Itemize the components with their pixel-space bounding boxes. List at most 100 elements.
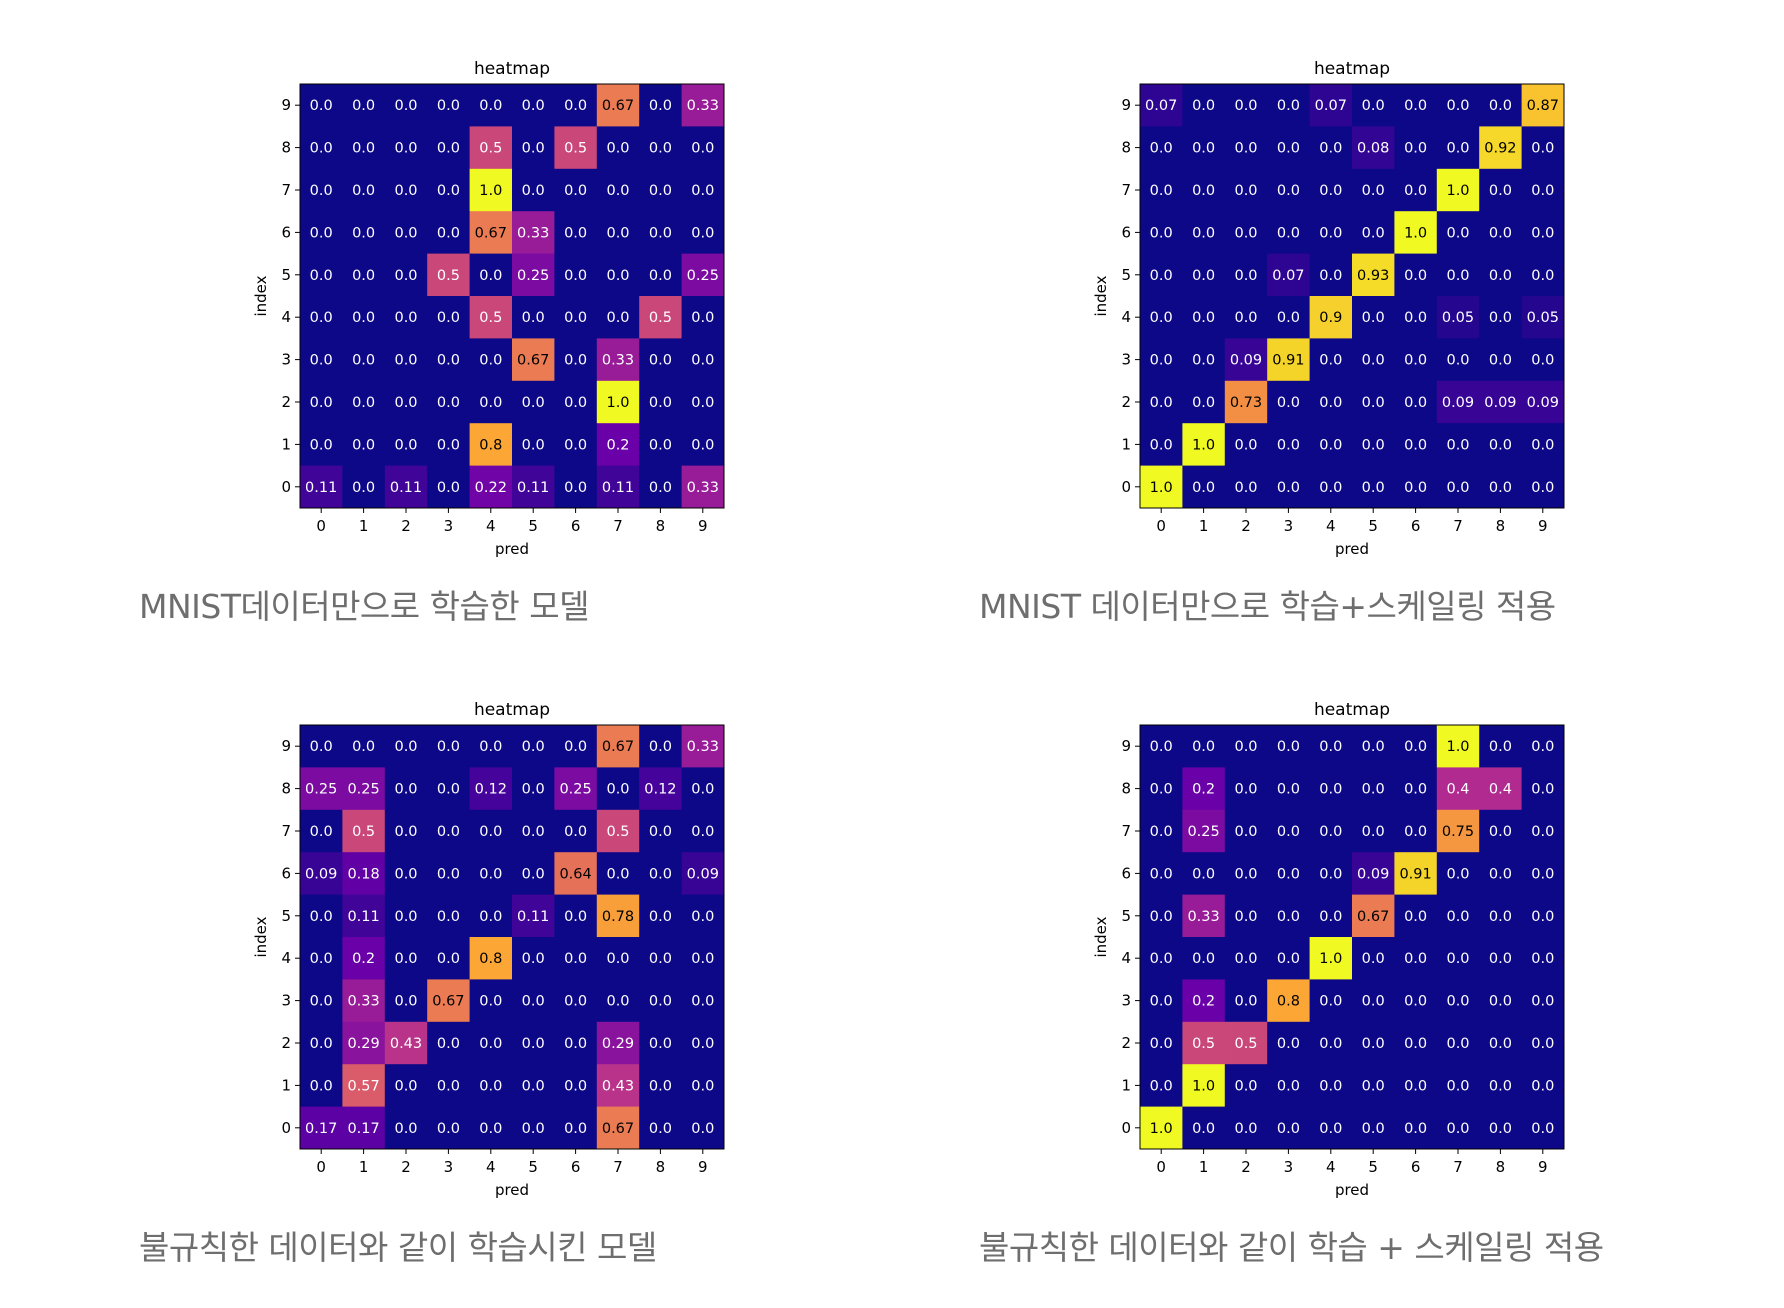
cell-value-label: 0.0 [310,353,333,369]
heatmap-cell [1309,465,1353,509]
heatmap-cell [1140,168,1183,212]
heatmap-cell [427,423,470,466]
heatmap-cell [469,1106,513,1150]
heatmap-cell [512,168,555,212]
heatmap-cell [1309,338,1353,382]
heatmap-cell [1352,979,1395,1023]
heatmap-cell [1140,725,1183,768]
heatmap-cell [384,168,428,212]
heatmap-cell [342,852,386,895]
heatmap-cell [639,126,682,170]
heatmap-cell [300,296,343,339]
cell-value-label: 0.0 [1531,1121,1554,1137]
cell-value-label: 0.0 [691,782,714,798]
heatmap-cell [427,979,470,1023]
heatmap-cell [1309,168,1353,212]
heatmap-cell [1394,211,1438,254]
heatmap-cell [596,1021,640,1065]
y-axis-label: index [1092,275,1110,316]
heatmap-cell [1267,979,1310,1023]
cell-value-label: 0.0 [1277,1036,1300,1052]
cell-value-label: 0.0 [1277,782,1300,798]
heatmap-cell [639,979,682,1023]
cell-value-label: 0.0 [1362,994,1385,1010]
cell-value-label: 0.4 [1489,782,1512,798]
cell-value-label: 0.0 [522,782,545,798]
cell-value-label: 0.0 [649,183,672,199]
heatmap-cell [1140,894,1183,938]
cell-value-label: 0.0 [1404,141,1427,157]
cell-value-label: 0.0 [691,951,714,967]
cell-value-label: 0.09 [1442,395,1474,411]
cell-value-label: 0.0 [649,353,672,369]
cell-value-label: 0.0 [1362,98,1385,114]
heatmap-cell [1479,809,1522,853]
heatmap-cell [512,296,555,339]
cell-value-label: 0.0 [1150,310,1173,326]
heatmap-cell [1267,253,1310,297]
cell-value-label: 0.0 [691,310,714,326]
heatmap-cell [1182,937,1226,980]
heatmap-cell [1479,465,1522,509]
heatmap-cell [1521,296,1565,339]
cell-value-label: 0.0 [1319,268,1342,284]
cell-value-label: 0.0 [1319,141,1342,157]
cell-value-label: 0.0 [1319,866,1342,882]
cell-value-label: 0.0 [352,98,375,114]
heatmap-cell [596,809,640,853]
heatmap-cell [1352,338,1395,382]
cell-value-label: 0.11 [390,480,422,496]
heatmap-cell [512,852,555,895]
heatmap-cell [1436,380,1480,424]
x-axis-label: pred [1335,540,1369,558]
heatmap-cell [384,767,428,811]
cell-value-label: 0.0 [1446,225,1469,241]
heatmap-cell [300,168,343,212]
x-tick-label: 7 [613,1158,623,1176]
heatmap-cell [1521,979,1565,1023]
cell-value-label: 1.0 [1150,1121,1173,1137]
cell-value-label: 0.0 [649,225,672,241]
cell-value-label: 0.25 [687,268,719,284]
x-tick-label: 2 [1241,517,1251,535]
heatmap-cell [512,84,555,127]
heatmap-cell [384,465,428,509]
heatmap-cell [1394,423,1438,466]
cell-value-label: 0.0 [1362,395,1385,411]
y-tick-label: 0 [1121,478,1131,496]
cell-value-label: 0.0 [691,183,714,199]
x-tick-label: 3 [1284,517,1294,535]
heatmap-cell [1352,211,1395,254]
heatmap-cell [1140,84,1183,127]
heatmap-cell [469,84,513,127]
y-tick-label: 1 [281,435,291,453]
heatmap-cell [342,767,386,811]
cell-value-label: 0.0 [1150,782,1173,798]
heatmap-cell [1394,894,1438,938]
cell-value-label: 0.0 [310,183,333,199]
heatmap-cell [342,84,386,127]
heatmap-cell [1479,1064,1522,1107]
cell-value-label: 0.0 [691,437,714,453]
cell-value-label: 0.11 [602,480,634,496]
heatmap-cell [1267,380,1310,424]
cell-value-label: 0.0 [310,739,333,755]
heatmap-cell [596,852,640,895]
y-tick-label: 2 [281,393,291,411]
heatmap-cell [1394,253,1438,297]
heatmap-cell [554,126,598,170]
heatmap-cell [300,809,343,853]
cell-value-label: 0.0 [1150,994,1173,1010]
cell-value-label: 0.0 [1362,1078,1385,1094]
cell-value-label: 0.0 [310,1078,333,1094]
heatmap-cell [1267,126,1310,170]
cell-value-label: 0.0 [649,909,672,925]
heatmap-cell [427,253,470,297]
cell-value-label: 0.0 [649,480,672,496]
cell-value-label: 0.0 [310,994,333,1010]
cell-value-label: 0.0 [1319,183,1342,199]
cell-value-label: 0.0 [691,141,714,157]
heatmap-cell [384,809,428,853]
heatmap-cell [1182,126,1226,170]
heatmap-cell [1182,1106,1226,1150]
